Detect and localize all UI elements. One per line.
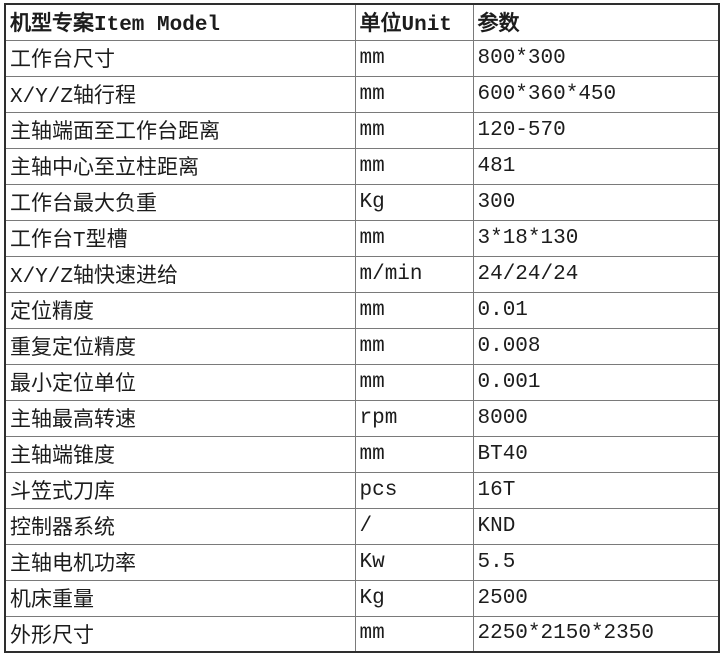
spec-unit-cell: rpm <box>354 399 474 437</box>
table-row: 斗笠式刀库 pcs 16T <box>4 471 720 509</box>
table-row: 重复定位精度 mm 0.008 <box>4 327 720 365</box>
table-row: 控制器系统 / KND <box>4 507 720 545</box>
header-row: 机型专案Item Model 单位Unit 参数 <box>4 3 720 41</box>
table-row: X/Y/Z轴快速进给 m/min 24/24/24 <box>4 255 720 293</box>
spec-unit-cell: mm <box>354 39 474 77</box>
table-row: X/Y/Z轴行程 mm 600*360*450 <box>4 75 720 113</box>
header-unit: 单位Unit <box>354 3 474 41</box>
spec-name-cell: 工作台T型槽 <box>4 219 356 257</box>
spec-unit-cell: mm <box>354 75 474 113</box>
spec-value-cell: 16T <box>472 471 720 509</box>
spec-name-cell: 最小定位单位 <box>4 363 356 401</box>
spec-unit-cell: mm <box>354 435 474 473</box>
spec-name-cell: X/Y/Z轴快速进给 <box>4 255 356 293</box>
spec-name-cell: 工作台尺寸 <box>4 39 356 77</box>
spec-name-cell: 机床重量 <box>4 579 356 617</box>
spec-name-cell: 主轴电机功率 <box>4 543 356 581</box>
machine-spec-table: 机型专案Item Model 单位Unit 参数 工作台尺寸 mm 800*30… <box>4 3 720 653</box>
table-row: 机床重量 Kg 2500 <box>4 579 720 617</box>
spec-value-cell: KND <box>472 507 720 545</box>
table-row: 主轴端锥度 mm BT40 <box>4 435 720 473</box>
spec-value-cell: 3*18*130 <box>472 219 720 257</box>
spec-value-cell: 5.5 <box>472 543 720 581</box>
spec-value-cell: 300 <box>472 183 720 221</box>
spec-value-cell: 481 <box>472 147 720 185</box>
table-row: 主轴中心至立柱距离 mm 481 <box>4 147 720 185</box>
spec-name-cell: 控制器系统 <box>4 507 356 545</box>
spec-value-cell: 120-570 <box>472 111 720 149</box>
spec-name-cell: 工作台最大负重 <box>4 183 356 221</box>
spec-name-cell: 斗笠式刀库 <box>4 471 356 509</box>
spec-value-cell: 600*360*450 <box>472 75 720 113</box>
spec-unit-cell: m/min <box>354 255 474 293</box>
spec-unit-cell: pcs <box>354 471 474 509</box>
table-row: 主轴最高转速 rpm 8000 <box>4 399 720 437</box>
spec-name-cell: 主轴端锥度 <box>4 435 356 473</box>
spec-name-cell: 外形尺寸 <box>4 615 356 653</box>
spec-name-cell: 主轴端面至工作台距离 <box>4 111 356 149</box>
spec-unit-cell: mm <box>354 291 474 329</box>
table-row: 主轴电机功率 Kw 5.5 <box>4 543 720 581</box>
spec-value-cell: BT40 <box>472 435 720 473</box>
table-row: 工作台最大负重 Kg 300 <box>4 183 720 221</box>
spec-unit-cell: / <box>354 507 474 545</box>
spec-unit-cell: Kg <box>354 579 474 617</box>
spec-unit-cell: mm <box>354 615 474 653</box>
spec-name-cell: X/Y/Z轴行程 <box>4 75 356 113</box>
table-row: 工作台尺寸 mm 800*300 <box>4 39 720 77</box>
spec-value-cell: 0.001 <box>472 363 720 401</box>
spec-name-cell: 重复定位精度 <box>4 327 356 365</box>
header-item-model: 机型专案Item Model <box>4 3 356 41</box>
spec-value-cell: 24/24/24 <box>472 255 720 293</box>
spec-unit-cell: mm <box>354 219 474 257</box>
table-row: 定位精度 mm 0.01 <box>4 291 720 329</box>
spec-unit-cell: Kw <box>354 543 474 581</box>
spec-name-cell: 主轴中心至立柱距离 <box>4 147 356 185</box>
table-row: 主轴端面至工作台距离 mm 120-570 <box>4 111 720 149</box>
header-parameter: 参数 <box>472 3 720 41</box>
spec-value-cell: 8000 <box>472 399 720 437</box>
spec-value-cell: 2250*2150*2350 <box>472 615 720 653</box>
spec-value-cell: 0.008 <box>472 327 720 365</box>
spec-value-cell: 0.01 <box>472 291 720 329</box>
spec-unit-cell: mm <box>354 327 474 365</box>
table-row: 工作台T型槽 mm 3*18*130 <box>4 219 720 257</box>
table-row: 外形尺寸 mm 2250*2150*2350 <box>4 615 720 653</box>
spec-value-cell: 2500 <box>472 579 720 617</box>
spec-name-cell: 主轴最高转速 <box>4 399 356 437</box>
spec-unit-cell: mm <box>354 147 474 185</box>
table-row: 最小定位单位 mm 0.001 <box>4 363 720 401</box>
spec-name-cell: 定位精度 <box>4 291 356 329</box>
spec-unit-cell: mm <box>354 111 474 149</box>
spec-value-cell: 800*300 <box>472 39 720 77</box>
spec-unit-cell: Kg <box>354 183 474 221</box>
spec-table-body: 工作台尺寸 mm 800*300 X/Y/Z轴行程 mm 600*360*450… <box>4 39 720 653</box>
spec-unit-cell: mm <box>354 363 474 401</box>
